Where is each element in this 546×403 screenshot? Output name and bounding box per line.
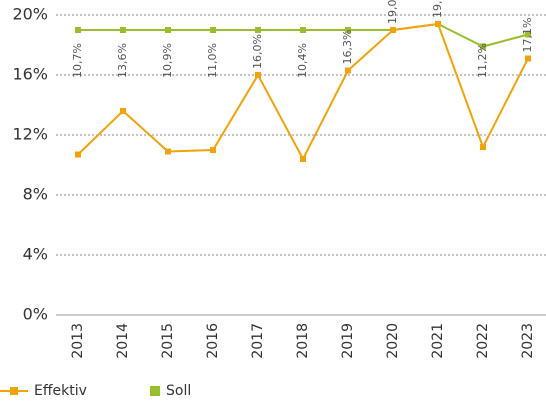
point-marker [300,156,306,162]
legend-marker [10,387,18,395]
point-marker [300,27,306,33]
x-tick-label: 2017 [250,323,266,359]
point-marker [390,27,396,33]
data-label: 19,0% [386,0,399,24]
y-tick-label: 0% [23,305,48,324]
x-tick-label: 2014 [115,323,131,359]
data-label: 10,4% [296,43,309,78]
y-tick-label: 16% [12,65,48,84]
legend-marker [150,386,160,396]
point-marker [120,108,126,114]
legend-label: Effektiv [34,383,87,399]
data-label: 17,1% [521,18,534,53]
x-tick-label: 2019 [340,323,356,359]
data-label: 10,7% [71,43,84,78]
x-tick-label: 2020 [385,323,401,359]
x-tick-label: 2022 [475,323,491,359]
data-label: 11,0% [206,43,219,78]
y-tick-label: 4% [23,245,48,264]
x-tick-label: 2023 [520,323,536,359]
data-label: 11,2% [476,43,489,78]
y-tick-label: 20% [12,5,48,24]
point-marker [480,144,486,150]
x-tick-label: 2018 [295,323,311,359]
x-tick-label: 2015 [160,323,176,359]
point-marker [165,148,171,155]
point-marker [120,27,126,33]
data-label: 13,6% [116,43,129,78]
point-marker [435,21,441,27]
x-tick-label: 2016 [205,323,221,359]
data-label: 16,0% [251,34,264,69]
point-marker [345,67,351,74]
point-marker [480,43,486,50]
point-marker [165,27,171,33]
point-marker [75,27,81,33]
point-marker [255,72,261,78]
data-label: 19,4% [431,0,444,18]
legend-label: Soll [166,383,191,399]
point-marker [75,151,81,158]
point-marker [255,27,261,33]
data-label: 10,9% [161,43,174,78]
x-tick-label: 2021 [430,323,446,359]
point-marker [525,31,531,38]
x-tick-label: 2013 [70,323,86,359]
y-tick-label: 12% [12,125,48,144]
y-tick-label: 8% [23,185,48,204]
point-marker [525,55,531,62]
point-marker [210,147,216,153]
point-marker [345,27,351,33]
point-marker [210,27,216,33]
data-label: 16,3% [341,30,354,65]
